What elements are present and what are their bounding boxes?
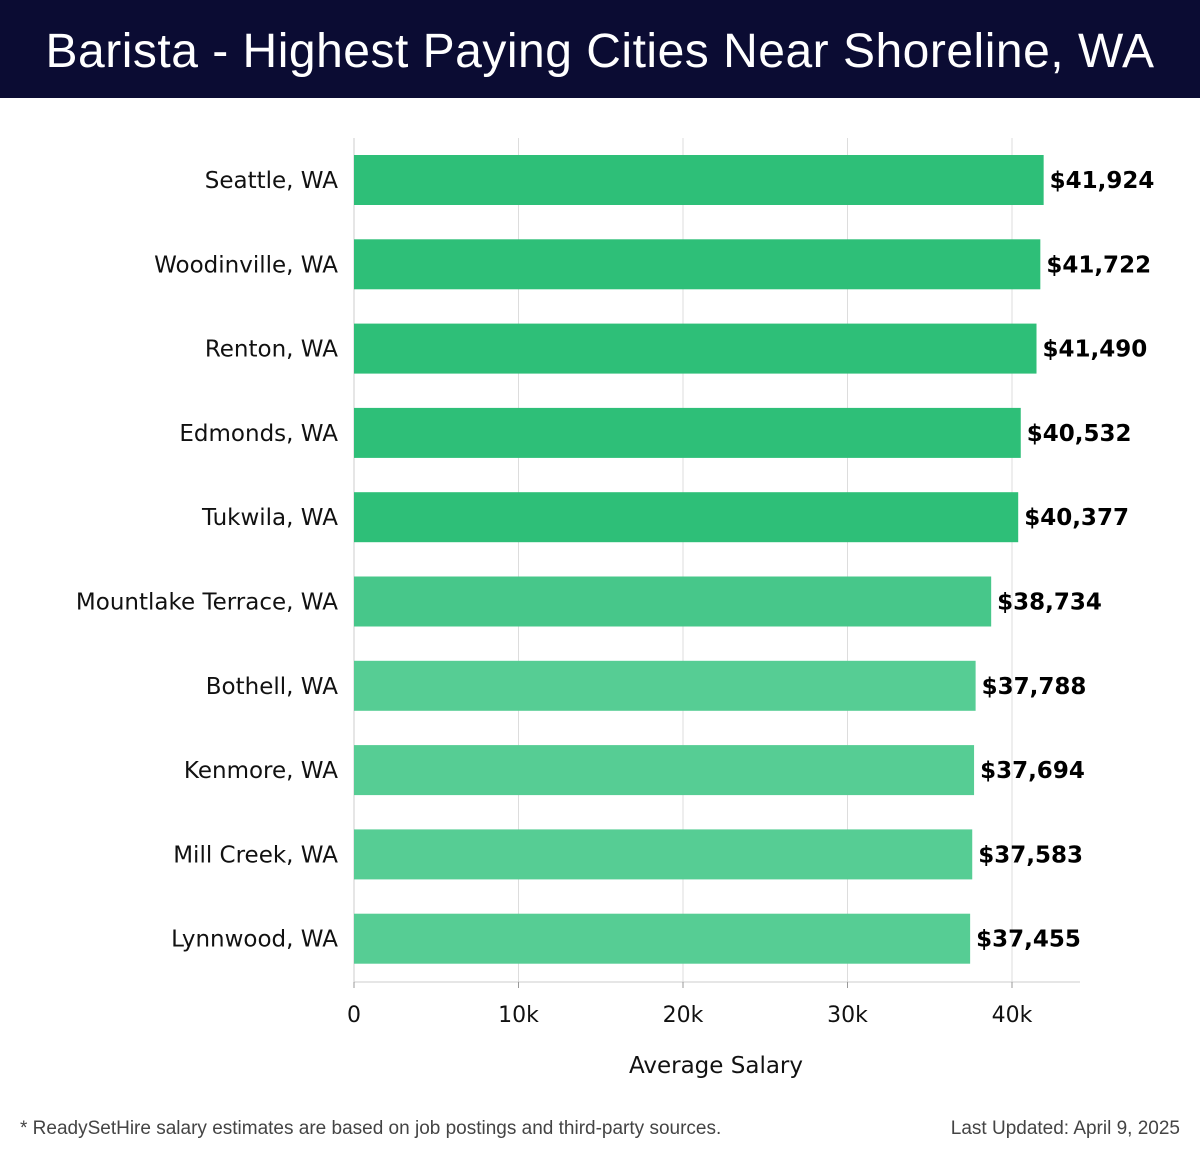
value-label: $37,583 <box>978 842 1083 868</box>
bar <box>354 829 973 880</box>
page-title: Barista - Highest Paying Cities Near Sho… <box>45 25 1155 78</box>
bar <box>354 239 1041 290</box>
bar <box>354 492 1019 543</box>
value-label: $37,694 <box>980 758 1085 784</box>
footer-note: * ReadySetHire salary estimates are base… <box>20 1118 722 1139</box>
category-label: Mountlake Terrace, WA <box>76 590 338 616</box>
x-tick-label: 0 <box>347 1003 361 1028</box>
value-label: $41,924 <box>1050 168 1155 194</box>
category-label: Woodinville, WA <box>154 252 338 278</box>
bar <box>354 913 971 964</box>
last-updated: Last Updated: April 9, 2025 <box>950 1118 1180 1139</box>
category-label: Mill Creek, WA <box>173 842 338 868</box>
value-label: $38,734 <box>997 590 1102 616</box>
bar <box>354 323 1037 374</box>
x-tick-label: 30k <box>827 1003 868 1028</box>
x-tick-label: 40k <box>992 1003 1033 1028</box>
value-label: $37,788 <box>982 674 1087 700</box>
bar <box>354 576 992 627</box>
bar <box>354 407 1021 458</box>
value-label: $41,722 <box>1046 252 1151 278</box>
value-label: $41,490 <box>1043 337 1148 363</box>
category-label: Bothell, WA <box>206 674 338 700</box>
category-label: Seattle, WA <box>205 168 339 194</box>
value-label: $40,532 <box>1027 421 1132 447</box>
category-label: Kenmore, WA <box>184 758 338 784</box>
category-label: Renton, WA <box>205 337 338 363</box>
bar <box>354 660 976 711</box>
value-label: $37,455 <box>976 927 1081 953</box>
x-axis-title: Average Salary <box>629 1053 803 1079</box>
bar <box>354 155 1044 205</box>
category-label: Edmonds, WA <box>179 421 338 447</box>
bar <box>354 745 975 796</box>
header-banner: Barista - Highest Paying Cities Near Sho… <box>0 0 1200 98</box>
category-label: Lynnwood, WA <box>171 927 338 953</box>
x-tick-label: 20k <box>663 1003 704 1028</box>
category-label: Tukwila, WA <box>201 505 338 531</box>
value-label: $40,377 <box>1024 505 1129 531</box>
x-tick-label: 10k <box>498 1003 539 1028</box>
